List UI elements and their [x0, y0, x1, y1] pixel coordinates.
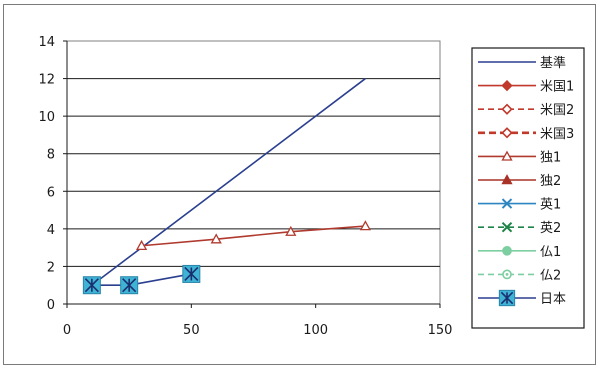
legend-marker-1 — [501, 79, 513, 92]
plot-area: 0 2 4 6 8 10 12 14 0 50 100 150 — [38, 35, 452, 338]
data-point-4 — [135, 239, 148, 251]
legend-marker-5 — [501, 174, 513, 185]
legend-label-0: 基準 — [540, 55, 566, 71]
y-tick-label: 14 — [38, 35, 55, 50]
plot-background — [66, 40, 441, 305]
legend-label-2: 米国2 — [540, 103, 574, 118]
x-tick-label: 50 — [183, 323, 200, 338]
legend-marker-3 — [501, 127, 513, 139]
x-tick-label: 0 — [63, 323, 71, 338]
legend-marker-4 — [501, 150, 513, 161]
legend-marker-8 — [502, 245, 512, 256]
legend-marker-9 — [502, 269, 512, 280]
x-tick-label: 150 — [428, 323, 453, 338]
legend-label-4: 独1 — [540, 150, 561, 165]
legend-marker-7 — [501, 221, 513, 233]
legend-box — [471, 47, 585, 329]
legend-marker-10 — [498, 289, 516, 307]
y-tick-label: 8 — [47, 148, 55, 163]
legend-label-10: 日本 — [540, 292, 566, 307]
legend-label-9: 仏2 — [540, 268, 561, 283]
y-tick-label: 12 — [38, 73, 55, 88]
y-tick-label: 10 — [38, 110, 55, 125]
legend-marker-2 — [501, 103, 513, 115]
legend-label-7: 英2 — [540, 221, 561, 236]
y-tick-label: 4 — [47, 223, 55, 238]
legend-label-8: 仏1 — [540, 245, 561, 260]
series-line-4 — [141, 225, 366, 247]
y-tick-label: 2 — [47, 260, 55, 275]
legend-label-5: 独2 — [540, 174, 561, 189]
legend-label-6: 英1 — [540, 198, 561, 213]
series-line-0 — [91, 77, 366, 286]
data-point-10 — [82, 276, 101, 295]
data-point-10 — [182, 264, 201, 283]
data-point-10 — [120, 276, 139, 295]
data-point-4 — [359, 220, 372, 231]
data-point-4 — [285, 225, 297, 236]
data-point-4 — [210, 233, 222, 244]
legend-marker-6 — [501, 198, 513, 209]
y-tick-label: 0 — [47, 298, 55, 313]
x-tick-label: 100 — [303, 323, 328, 338]
y-tick-label: 6 — [47, 185, 55, 200]
legend-label-3: 米国3 — [540, 127, 574, 142]
legend-label-1: 米国1 — [540, 80, 574, 95]
